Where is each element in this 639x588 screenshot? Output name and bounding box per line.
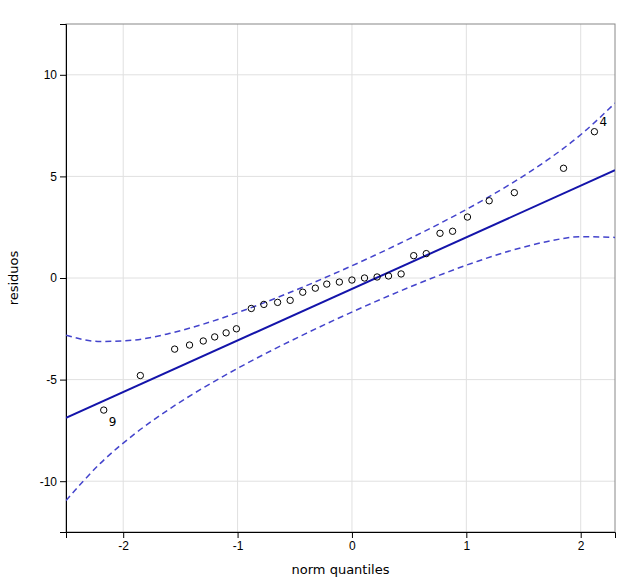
x-axis-title: norm quantiles (292, 562, 390, 577)
qq-point (211, 334, 217, 340)
qq-point (398, 271, 404, 277)
qq-point (591, 128, 597, 134)
qq-point (261, 301, 267, 307)
y-tick-label: -5 (46, 373, 57, 387)
x-tick-mark (352, 532, 353, 538)
y-axis: -10 -5 0 5 10 (40, 25, 67, 533)
qq-point (511, 189, 517, 195)
y-tick-mark (60, 176, 66, 177)
x-tick: 1 (463, 532, 470, 553)
y-tick: -10 (40, 475, 66, 489)
grid-line-y (66, 278, 615, 279)
qq-point (324, 281, 330, 287)
qq-point (101, 407, 107, 413)
qq-point (312, 285, 318, 291)
qq-point (248, 305, 254, 311)
x-tick: 0 (349, 532, 356, 553)
plot-frame (66, 24, 615, 532)
qq-point (300, 289, 306, 295)
x-tick-mark (123, 532, 124, 538)
x-tick: 2 (578, 532, 585, 553)
x-tick-mark (581, 532, 582, 538)
y-tick-label: 5 (50, 170, 57, 184)
outlier-label: 4 (599, 115, 607, 129)
qq-point (223, 330, 229, 336)
qq-point (349, 277, 355, 283)
reference-line (66, 170, 615, 418)
plot: -2-1012-10-5051049 (40, 24, 616, 553)
y-tick-mark (60, 380, 66, 381)
outlier-label: 9 (109, 415, 117, 429)
y-tick-mark (60, 75, 66, 76)
qq-point (274, 299, 280, 305)
marks (66, 103, 615, 501)
qq-point (287, 297, 293, 303)
qq-point (385, 273, 391, 279)
y-axis-line (60, 25, 67, 533)
x-tick-mark (238, 532, 239, 538)
x-axis-line (67, 533, 616, 539)
qq-point (137, 372, 143, 378)
qq-point (449, 228, 455, 234)
qq-point (486, 198, 492, 204)
grid (66, 24, 615, 532)
qq-point (464, 214, 470, 220)
x-tick-label: 1 (463, 539, 470, 553)
grid-line-y (66, 74, 615, 75)
y-tick: 5 (50, 170, 66, 184)
x-tick-label: -2 (118, 539, 129, 553)
x-tick-mark (466, 532, 467, 538)
qq-point (186, 342, 192, 348)
y-tick: -5 (46, 373, 66, 387)
x-tick: -1 (233, 532, 244, 553)
chart: -2-1012-10-5051049norm quantilesresiduos (0, 0, 639, 588)
confidence-band (66, 103, 615, 341)
qq-point (200, 338, 206, 344)
y-tick-mark (60, 278, 66, 279)
x-tick: -2 (118, 532, 129, 553)
confidence-band (66, 237, 615, 501)
qq-point (336, 279, 342, 285)
qq-point (374, 274, 380, 280)
y-tick: 0 (50, 271, 66, 285)
qq-point (423, 250, 429, 256)
qq-point (437, 230, 443, 236)
x-tick-label: 0 (349, 539, 356, 553)
x-tick-label: 2 (578, 539, 585, 553)
x-tick-label: -1 (233, 539, 244, 553)
x-axis: -2 -1 0 1 2 (67, 532, 616, 553)
qq-point (411, 252, 417, 258)
qq-point (560, 165, 566, 171)
y-tick-mark (60, 481, 66, 482)
y-axis-title: residuos (6, 250, 21, 305)
grid-line-y (66, 481, 615, 482)
y-tick: 10 (44, 68, 66, 82)
y-tick-label: 10 (44, 68, 58, 82)
qq-point (171, 346, 177, 352)
qq-point (361, 275, 367, 281)
qq-point (233, 326, 239, 332)
y-tick-label: -10 (40, 475, 58, 489)
grid-line-y (66, 176, 615, 177)
y-tick-label: 0 (50, 271, 57, 285)
